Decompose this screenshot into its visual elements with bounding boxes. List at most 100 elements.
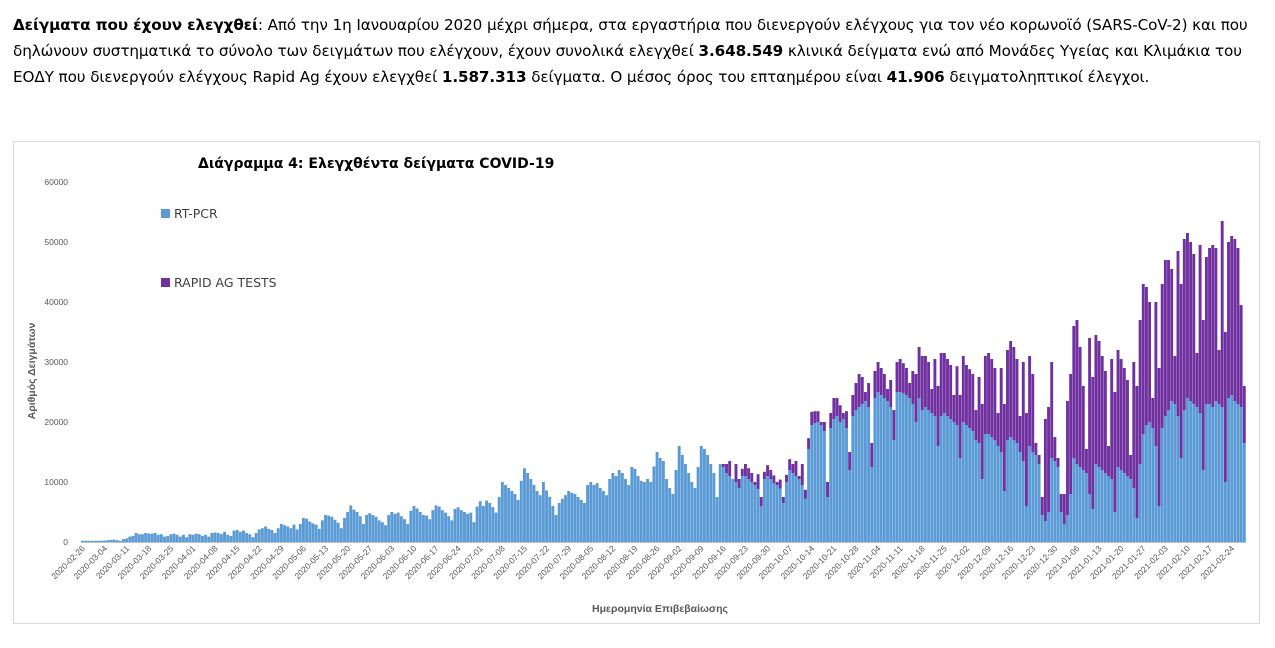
bar-rapid-ag — [952, 395, 956, 422]
bar-rtpcr — [393, 513, 397, 542]
summary-text-3: δείγματα. Ο μέσος όρος του επταημέρου εί… — [526, 68, 887, 86]
bar-rapid-ag — [810, 411, 814, 425]
bar-rtpcr — [661, 461, 665, 542]
y-tick-label: 20000 — [44, 417, 68, 427]
bar-rapid-ag — [1021, 362, 1025, 461]
bar-rtpcr — [819, 425, 823, 542]
bar-rtpcr — [93, 540, 97, 542]
bar-rtpcr — [737, 488, 741, 542]
bar-rtpcr — [1037, 464, 1041, 542]
bar-rapid-ag — [965, 365, 968, 425]
bar-rapid-ag — [1138, 320, 1142, 464]
bar-rapid-ag — [1091, 377, 1095, 509]
bar-rapid-ag — [822, 422, 826, 431]
bar-rapid-ag — [813, 411, 817, 424]
bar-rtpcr — [305, 518, 309, 542]
bar-rapid-ag — [942, 353, 946, 413]
bar-rtpcr — [1208, 404, 1212, 542]
bar-rtpcr — [235, 530, 239, 542]
bar-rtpcr — [611, 473, 615, 542]
bar-rtpcr — [336, 522, 340, 542]
bar-rtpcr — [1113, 512, 1117, 542]
bar-rapid-ag — [1053, 437, 1057, 461]
bar-rtpcr — [740, 476, 744, 542]
bar-rapid-ag — [1192, 254, 1196, 404]
bar-rtpcr — [103, 540, 106, 542]
bar-rapid-ag — [829, 413, 833, 428]
bar-rapid-ag — [1214, 248, 1218, 401]
bar-rapid-ag — [939, 353, 943, 416]
y-axis-title: Αριθμός Δειγμάτων — [26, 322, 38, 419]
bar-rtpcr — [390, 512, 394, 542]
bar-rtpcr — [810, 425, 814, 542]
bar-rtpcr — [1135, 518, 1139, 542]
bar-rapid-ag — [1179, 284, 1183, 458]
bar-rtpcr — [936, 446, 940, 542]
bar-rtpcr — [115, 540, 119, 542]
bar-rapid-ag — [923, 356, 927, 407]
bar-rtpcr — [286, 526, 290, 542]
bar-rtpcr — [1110, 479, 1114, 542]
bar-rapid-ag — [863, 392, 867, 401]
bar-rtpcr — [1053, 461, 1057, 542]
bar-rtpcr — [1236, 404, 1240, 542]
bar-rtpcr — [712, 473, 716, 542]
bar-rapid-ag — [769, 470, 773, 479]
bar-rapid-ag — [1018, 416, 1022, 452]
bar-rapid-ag — [1141, 284, 1145, 434]
bar-rapid-ag — [1227, 242, 1230, 398]
bar-rapid-ag — [756, 474, 760, 490]
bar-rapid-ag — [772, 475, 776, 484]
bar-rapid-ag — [721, 464, 725, 467]
seven-day-average: 41.906 — [886, 68, 945, 86]
bar-rapid-ag — [1050, 362, 1054, 458]
bar-rapid-ag — [898, 359, 902, 392]
bar-rapid-ag — [983, 356, 987, 434]
bar-rtpcr — [684, 464, 687, 542]
bar-rtpcr — [156, 534, 160, 542]
bar-rtpcr — [229, 536, 233, 542]
bar-rtpcr — [1116, 467, 1120, 542]
bar-rtpcr — [911, 404, 915, 542]
bar-rapid-ag — [1129, 455, 1133, 479]
bar-rapid-ag — [819, 422, 823, 425]
bar-rapid-ag — [917, 347, 921, 398]
bar-rtpcr — [194, 533, 198, 542]
bar-rtpcr — [166, 536, 170, 542]
bar-rapid-ag — [1198, 245, 1202, 413]
bar-rtpcr — [409, 510, 413, 542]
bar-rtpcr — [1100, 470, 1104, 542]
bar-rtpcr — [557, 503, 561, 542]
bar-rapid-ag — [1119, 359, 1123, 470]
bar-rtpcr — [358, 516, 362, 542]
rapid-total: 1.587.313 — [441, 68, 527, 86]
legend-label-rapid: RAPID AG TESTS — [174, 275, 277, 290]
bar-rtpcr — [415, 508, 419, 542]
bar-rtpcr — [1160, 428, 1164, 542]
bar-rtpcr — [535, 491, 539, 542]
bar-rapid-ag — [996, 413, 1000, 446]
bar-rtpcr — [1167, 410, 1170, 542]
bar-rtpcr — [1103, 473, 1107, 542]
bar-rtpcr — [406, 524, 410, 542]
bar-rtpcr — [1015, 443, 1019, 542]
bar-rapid-ag — [1012, 347, 1016, 440]
bar-rtpcr — [1066, 515, 1069, 542]
bar-rtpcr — [210, 533, 214, 542]
bar-rtpcr — [624, 479, 627, 542]
bar-rapid-ag — [775, 482, 779, 485]
bar-rapid-ag — [1107, 446, 1110, 476]
bar-rtpcr — [1132, 488, 1136, 542]
bar-rtpcr — [671, 494, 675, 542]
bar-rtpcr — [627, 485, 631, 542]
y-tick-label: 50000 — [44, 237, 68, 247]
bar-rapid-ag — [835, 398, 839, 416]
bar-rtpcr — [175, 534, 179, 542]
bar-rtpcr — [980, 479, 984, 542]
bar-rtpcr — [996, 446, 1000, 542]
bar-rtpcr — [251, 537, 255, 542]
bar-rtpcr — [1129, 479, 1133, 542]
bar-rtpcr — [971, 431, 975, 542]
bar-rtpcr — [463, 512, 466, 542]
bar-rtpcr — [270, 530, 274, 542]
